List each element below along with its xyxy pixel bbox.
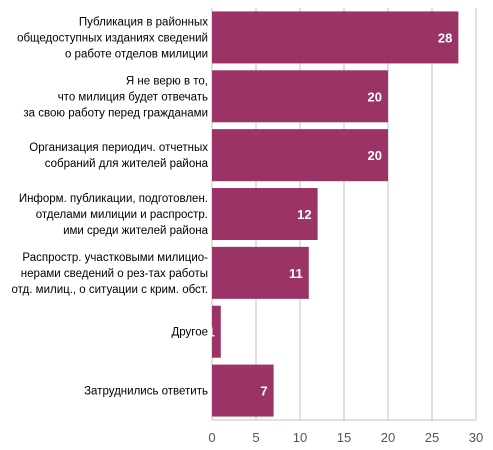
category-label: что милиция будет отвечать — [58, 91, 208, 103]
data-label: 7 — [260, 384, 267, 399]
category-label: отделами милиции и распростр. — [36, 209, 208, 221]
category-label: Информ. публикации, подготовлен. — [19, 193, 208, 205]
data-label: 28 — [438, 30, 452, 45]
category-labels: Публикация в районных общедоступных издан… — [12, 16, 209, 397]
data-label: 1 — [208, 325, 215, 340]
category-label: нерами сведений о рез-тах работы — [21, 268, 208, 280]
bar — [212, 11, 459, 64]
tick-label: 25 — [425, 430, 439, 445]
category-label: о работе отделов милиции — [65, 48, 208, 60]
category-label: Затруднились ответить — [84, 386, 208, 398]
category-label: за свою работу перед гражданами — [23, 107, 208, 119]
category-label: ими среди жителей района — [63, 225, 209, 237]
bar — [212, 70, 388, 123]
data-label: 11 — [289, 266, 303, 281]
x-axis-ticks: 0 5 10 15 20 25 30 — [208, 430, 483, 445]
bar — [212, 305, 221, 358]
category-label: общедоступных изданиях сведений — [17, 32, 208, 44]
category-label: Организация периодич. отчетных — [29, 142, 208, 154]
data-label: 20 — [368, 89, 382, 104]
bar — [212, 129, 388, 182]
data-label: 20 — [368, 148, 382, 163]
tick-label: 15 — [337, 430, 351, 445]
tick-label: 10 — [293, 430, 307, 445]
category-label: Распростр. участковыми милицио- — [22, 252, 208, 264]
tick-label: 20 — [381, 430, 395, 445]
category-label: собраний для жителей района — [45, 158, 209, 170]
bar — [212, 364, 274, 417]
bar — [212, 246, 309, 299]
category-label: Публикация в районных — [79, 16, 208, 28]
tick-label: 5 — [252, 430, 259, 445]
category-label: Я не верю в то, — [126, 75, 208, 87]
data-label: 12 — [297, 207, 311, 222]
category-label: Другое — [171, 327, 208, 339]
tick-label: 0 — [208, 430, 215, 445]
tick-label: 30 — [469, 430, 483, 445]
category-label: отд. милиц., о ситуации с крим. обст. — [12, 284, 208, 296]
bar — [212, 188, 318, 240]
